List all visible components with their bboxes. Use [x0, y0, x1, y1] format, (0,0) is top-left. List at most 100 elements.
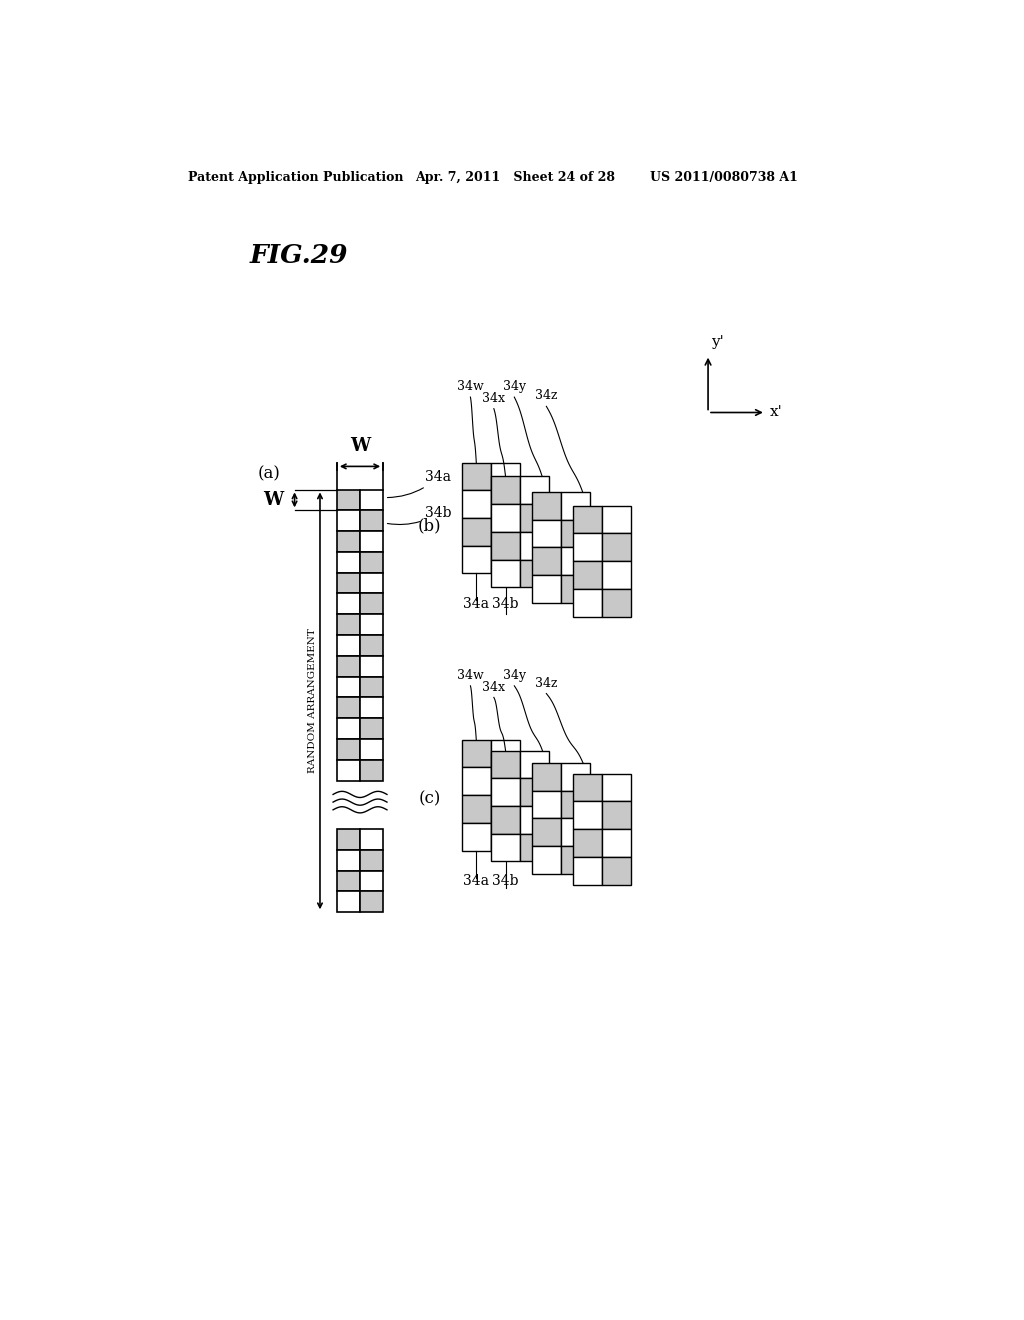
Bar — [360, 573, 383, 594]
Bar — [561, 548, 590, 576]
Bar — [360, 531, 383, 552]
Text: 34x: 34x — [482, 392, 506, 405]
Text: 34b: 34b — [493, 874, 519, 888]
Bar — [337, 871, 360, 891]
Text: 34a: 34a — [463, 597, 489, 611]
Bar — [490, 545, 520, 573]
Bar — [520, 834, 550, 862]
Text: US 2011/0080738 A1: US 2011/0080738 A1 — [650, 172, 798, 185]
Bar — [360, 594, 383, 614]
Bar — [531, 576, 561, 603]
Bar — [561, 520, 590, 548]
Bar — [360, 871, 383, 891]
Bar — [602, 829, 631, 857]
Text: (c): (c) — [418, 791, 440, 808]
Bar — [602, 589, 631, 616]
Bar — [602, 533, 631, 561]
Bar — [360, 829, 383, 850]
Bar — [520, 751, 550, 779]
Bar — [360, 739, 383, 760]
Bar — [337, 891, 360, 912]
Text: 34w: 34w — [457, 380, 483, 393]
Bar — [490, 504, 520, 532]
Bar — [337, 594, 360, 614]
Bar — [360, 760, 383, 780]
Bar — [520, 477, 550, 504]
Bar — [462, 739, 490, 767]
Bar — [531, 548, 561, 576]
Bar — [360, 656, 383, 677]
Bar — [490, 462, 520, 490]
Bar — [337, 697, 360, 718]
Bar — [602, 801, 631, 829]
Bar — [490, 795, 520, 822]
Bar — [490, 739, 520, 767]
Text: RANDOM ARRANGEMENT: RANDOM ARRANGEMENT — [308, 628, 316, 774]
Text: 34z: 34z — [536, 389, 558, 403]
Bar — [490, 517, 520, 545]
Bar — [360, 697, 383, 718]
Bar — [490, 767, 520, 795]
Bar — [490, 807, 520, 834]
Bar — [462, 517, 490, 545]
Bar — [360, 891, 383, 912]
Bar — [602, 561, 631, 589]
Text: Patent Application Publication: Patent Application Publication — [188, 172, 403, 185]
Bar — [531, 520, 561, 548]
Bar — [561, 492, 590, 520]
Bar — [602, 774, 631, 801]
Bar — [572, 506, 602, 533]
Bar — [360, 718, 383, 739]
Bar — [572, 774, 602, 801]
Text: (a): (a) — [258, 466, 281, 483]
Bar — [360, 677, 383, 697]
Bar — [337, 635, 360, 656]
Bar — [572, 561, 602, 589]
Text: W: W — [263, 491, 283, 510]
Bar — [360, 552, 383, 573]
Bar — [337, 677, 360, 697]
Bar — [490, 490, 520, 517]
Text: 34a: 34a — [387, 470, 452, 498]
Bar — [337, 739, 360, 760]
Bar — [462, 795, 490, 822]
Bar — [520, 532, 550, 560]
Bar — [360, 614, 383, 635]
Bar — [462, 767, 490, 795]
Bar — [602, 857, 631, 884]
Bar — [490, 779, 520, 807]
Bar — [572, 829, 602, 857]
Text: FIG.29: FIG.29 — [250, 243, 348, 268]
Bar — [337, 829, 360, 850]
Bar — [462, 545, 490, 573]
Bar — [561, 763, 590, 791]
Bar — [561, 846, 590, 874]
Bar — [337, 531, 360, 552]
Text: W: W — [350, 437, 370, 455]
Text: Apr. 7, 2011   Sheet 24 of 28: Apr. 7, 2011 Sheet 24 of 28 — [416, 172, 615, 185]
Bar — [490, 477, 520, 504]
Bar — [520, 504, 550, 532]
Bar — [561, 576, 590, 603]
Text: 34w: 34w — [457, 669, 483, 682]
Bar — [572, 857, 602, 884]
Bar — [531, 791, 561, 818]
Bar — [520, 560, 550, 587]
Bar — [490, 834, 520, 862]
Bar — [572, 801, 602, 829]
Bar — [531, 818, 561, 846]
Text: 34b: 34b — [493, 597, 519, 611]
Bar — [490, 532, 520, 560]
Bar — [337, 718, 360, 739]
Text: 34y: 34y — [503, 669, 526, 682]
Bar — [602, 506, 631, 533]
Bar — [520, 807, 550, 834]
Bar — [490, 822, 520, 850]
Bar — [561, 818, 590, 846]
Text: 34z: 34z — [536, 677, 558, 689]
Bar — [337, 511, 360, 531]
Bar — [572, 533, 602, 561]
Bar — [360, 511, 383, 531]
Text: x': x' — [770, 405, 782, 420]
Bar — [490, 751, 520, 779]
